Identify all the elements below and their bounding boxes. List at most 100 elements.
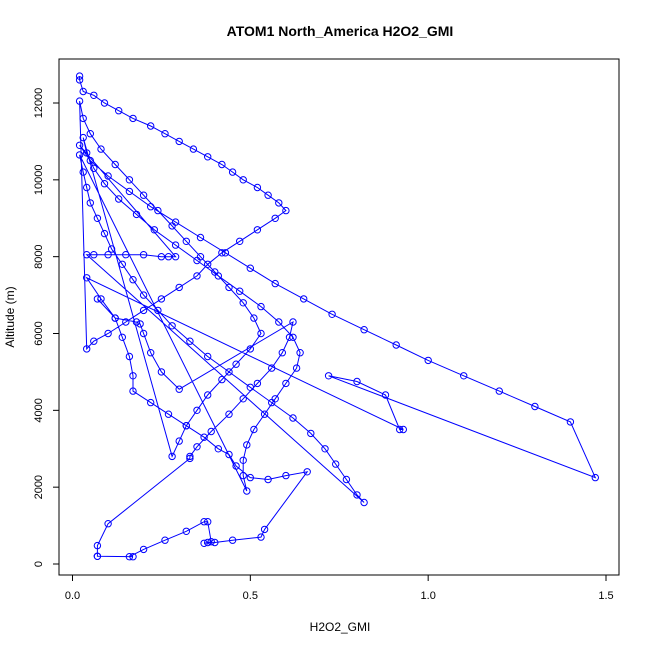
data-point: [239, 395, 247, 403]
data-point: [253, 379, 262, 388]
data-point: [353, 377, 361, 386]
data-point: [239, 176, 247, 184]
data-point: [200, 539, 208, 547]
data-point: [228, 168, 237, 176]
data-point: [93, 552, 102, 560]
data-point: [186, 454, 194, 463]
data-point: [75, 97, 84, 105]
data-point: [86, 199, 95, 207]
data-point: [83, 251, 91, 259]
data-point: [132, 318, 141, 326]
data-point: [271, 279, 279, 288]
data-point: [243, 487, 251, 495]
data-point: [207, 427, 215, 436]
data-point: [218, 249, 226, 257]
data-point: [303, 468, 311, 476]
data-point: [100, 229, 109, 238]
data-point: [275, 318, 283, 326]
data-point: [139, 545, 148, 554]
data-point: [260, 525, 269, 534]
data-point: [253, 183, 262, 192]
x-axis: 0.0 0.5 1.0 1.5: [65, 575, 614, 602]
data-point: [111, 314, 119, 322]
data-point: [239, 471, 247, 480]
x-tick-label: 1.0: [421, 590, 436, 602]
data-point: [246, 264, 255, 272]
data-point: [129, 276, 137, 284]
data-point: [353, 491, 361, 499]
data-point: [460, 372, 468, 380]
x-axis-label: H2O2_GMI: [310, 620, 371, 634]
data-point: [118, 260, 127, 268]
data-point: [93, 214, 102, 223]
data-point: [171, 253, 180, 261]
data-point: [186, 452, 194, 461]
data-point: [79, 133, 87, 142]
data-point: [157, 368, 166, 376]
data-point: [200, 433, 208, 441]
data-point: [424, 356, 432, 365]
data-point: [139, 251, 148, 259]
data-point: [115, 107, 123, 115]
data-point: [268, 364, 276, 372]
data-point: [90, 164, 98, 173]
data-point: [104, 172, 112, 180]
y-axis: 0 2000 4000 6000 8000 10000 12000: [33, 88, 59, 567]
data-point: [182, 422, 191, 430]
data-point: [164, 253, 173, 261]
data-point: [157, 295, 166, 303]
data-point: [591, 473, 599, 482]
data-point: [253, 226, 262, 234]
data-point: [236, 287, 244, 295]
data-point: [342, 475, 351, 484]
y-tick-label: 12000: [33, 88, 45, 119]
data-point: [136, 320, 144, 328]
data-point: [139, 191, 148, 199]
data-point: [79, 87, 87, 96]
data-point: [289, 414, 297, 422]
plot-frame: [58, 58, 620, 576]
data-point: [175, 385, 183, 393]
data-point: [268, 398, 276, 407]
data-point: [107, 245, 116, 253]
data-point: [236, 237, 244, 246]
data-point: [147, 398, 155, 407]
data-point: [250, 314, 258, 322]
data-point: [79, 168, 87, 176]
data-point: [228, 536, 237, 544]
data-point: [161, 130, 169, 138]
data-point: [328, 310, 336, 318]
data-point: [97, 295, 105, 303]
data-point: [289, 318, 297, 326]
data-point: [399, 425, 407, 434]
data-point: [360, 498, 368, 507]
data-point: [175, 137, 183, 146]
data-point: [100, 180, 109, 188]
data-point: [566, 418, 575, 426]
data-point: [182, 527, 191, 535]
data-point: [83, 149, 91, 157]
data-point: [189, 145, 198, 153]
data-point: [239, 456, 247, 464]
data-point: [125, 176, 134, 184]
data-point: [207, 538, 215, 546]
x-tick-label: 0.0: [65, 590, 80, 602]
data-point: [125, 352, 134, 361]
data-point: [360, 326, 368, 334]
data-point: [214, 272, 223, 280]
data-point: [118, 333, 127, 341]
data-point: [257, 533, 265, 541]
data-point: [168, 452, 176, 461]
x-tick-label: 0.5: [243, 590, 258, 602]
data-point: [93, 295, 102, 303]
data-point: [139, 306, 148, 315]
data-point: [239, 299, 247, 307]
data-point: [115, 195, 123, 203]
data-point: [278, 349, 286, 357]
data-point: [182, 237, 191, 246]
data-point: [257, 329, 265, 338]
data-point: [147, 122, 155, 130]
data-point: [104, 520, 112, 528]
y-tick-label: 8000: [33, 244, 45, 268]
data-point: [225, 283, 233, 292]
